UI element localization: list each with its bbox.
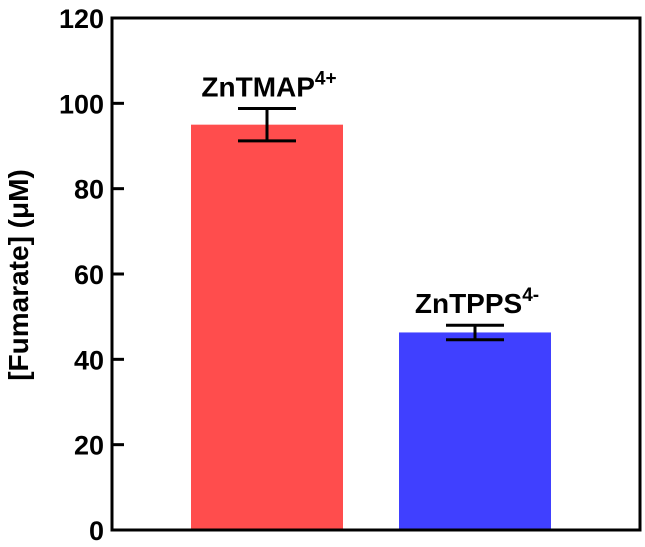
y-tick-label-3: 60: [74, 260, 104, 290]
bars: [191, 124, 551, 531]
y-axis-ticks: 0 20 40 60 80 100 120: [59, 4, 124, 546]
y-tick-label-2: 40: [74, 345, 104, 375]
y-tick-label-1: 20: [74, 431, 104, 461]
y-tick-label-0: 0: [89, 516, 104, 546]
y-tick-label-6: 120: [59, 4, 104, 34]
bar-zntpps: [399, 332, 551, 530]
plot-frame: [110, 16, 642, 532]
bar-label-zntmap: ZnTMAP4+: [201, 68, 336, 102]
y-tick-label-5: 100: [59, 89, 104, 119]
bar-label-zntpps: ZnTPPS4-: [415, 285, 539, 319]
error-bar-zntpps: [446, 323, 504, 342]
y-axis-title: [Fumarate] (μM): [3, 169, 34, 381]
y-tick-label-4: 80: [74, 175, 104, 205]
bar-labels: ZnTMAP4+ ZnTPPS4-: [201, 68, 539, 319]
bar-zntmap: [191, 124, 343, 531]
error-bar-zntmap: [238, 106, 296, 143]
error-bars: [238, 106, 504, 342]
